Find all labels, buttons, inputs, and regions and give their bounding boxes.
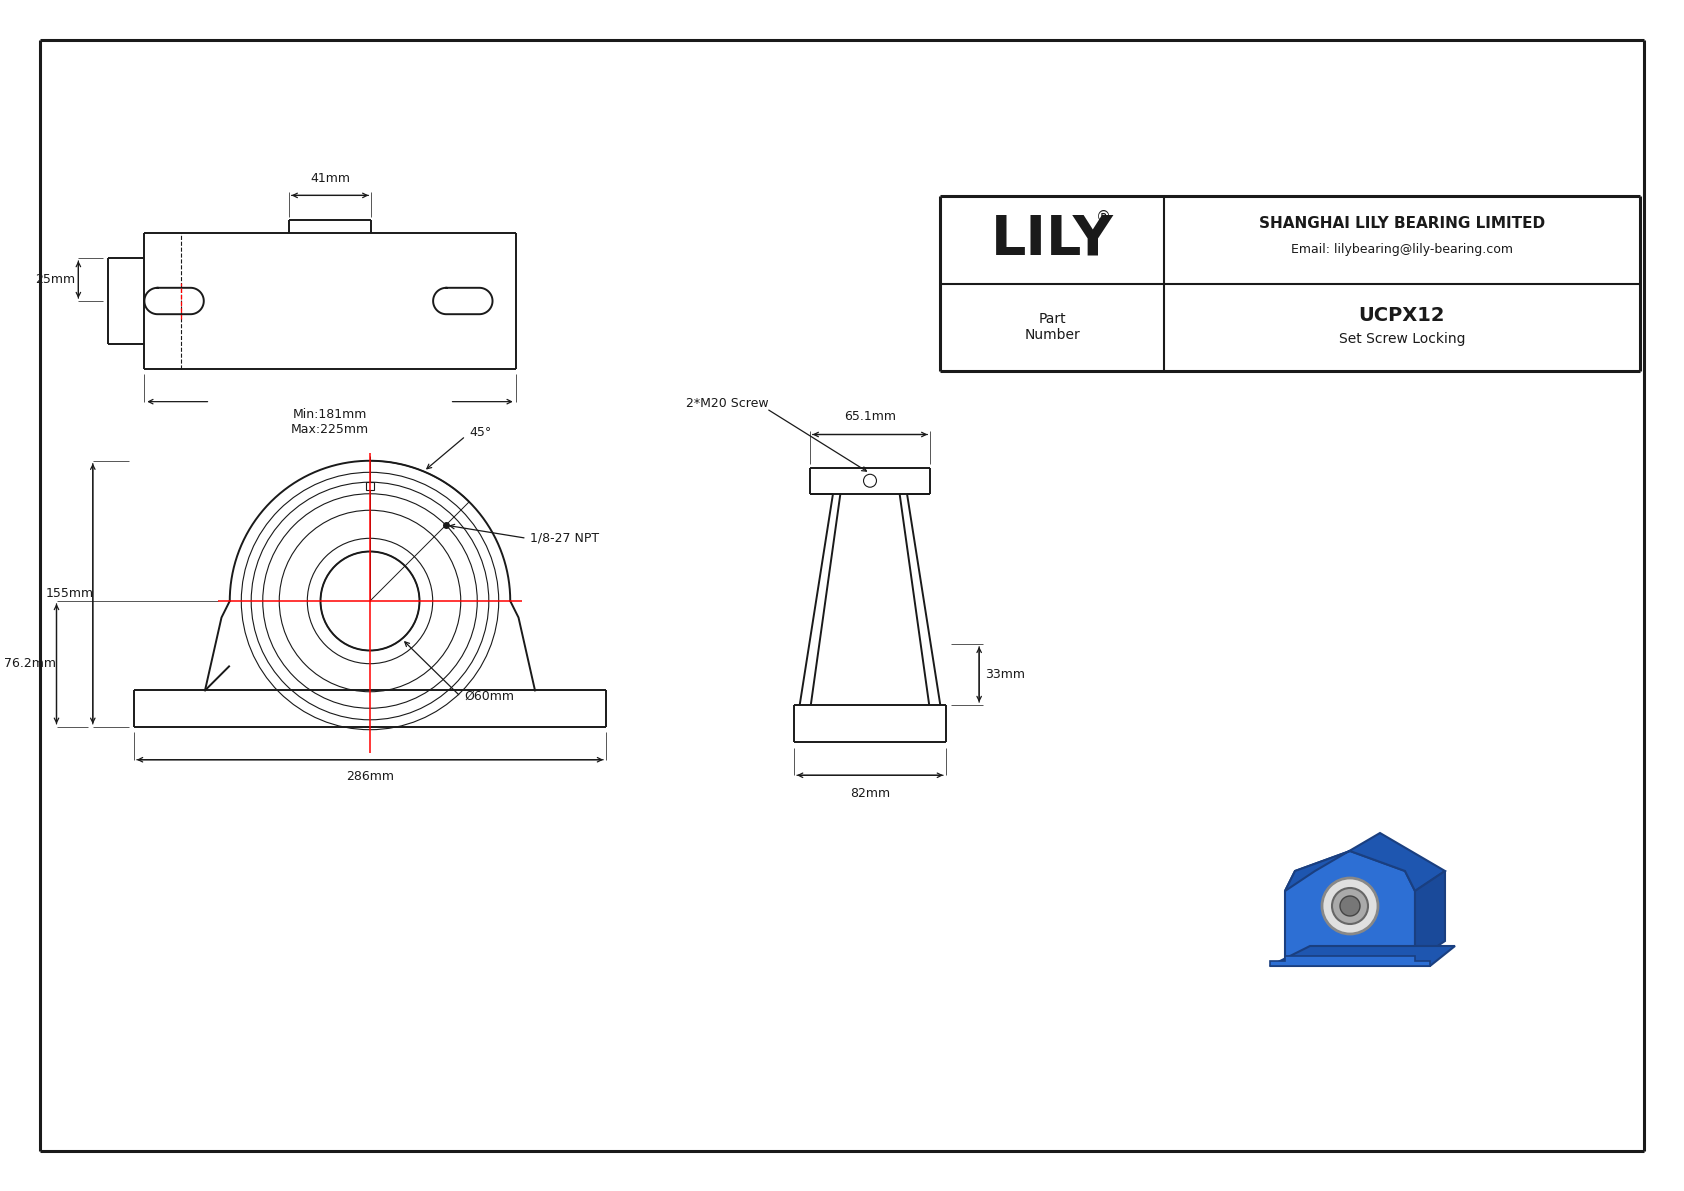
Text: 65.1mm: 65.1mm bbox=[844, 410, 896, 423]
Text: 41mm: 41mm bbox=[310, 173, 350, 186]
Text: Min:181mm: Min:181mm bbox=[293, 409, 367, 422]
Text: LILY: LILY bbox=[990, 213, 1113, 267]
Text: 76.2mm: 76.2mm bbox=[3, 657, 56, 671]
Polygon shape bbox=[1270, 946, 1455, 966]
Text: SHANGHAI LILY BEARING LIMITED: SHANGHAI LILY BEARING LIMITED bbox=[1260, 217, 1544, 231]
Text: 82mm: 82mm bbox=[850, 787, 891, 800]
Text: UCPX12: UCPX12 bbox=[1359, 306, 1445, 325]
Text: Part
Number: Part Number bbox=[1024, 312, 1079, 342]
Text: Max:225mm: Max:225mm bbox=[291, 423, 369, 436]
Text: 286mm: 286mm bbox=[345, 769, 394, 782]
Polygon shape bbox=[1285, 833, 1445, 891]
Circle shape bbox=[1340, 896, 1361, 916]
Text: Ø60mm: Ø60mm bbox=[465, 691, 514, 703]
Text: Email: lilybearing@lily-bearing.com: Email: lilybearing@lily-bearing.com bbox=[1292, 243, 1512, 256]
Circle shape bbox=[864, 474, 876, 487]
Text: 155mm: 155mm bbox=[45, 587, 94, 600]
Circle shape bbox=[1332, 888, 1367, 924]
Bar bbox=[365, 482, 374, 491]
Polygon shape bbox=[1270, 956, 1430, 966]
Text: 2*M20 Screw: 2*M20 Screw bbox=[685, 397, 768, 410]
Polygon shape bbox=[1415, 871, 1445, 961]
Text: Set Screw Locking: Set Screw Locking bbox=[1339, 332, 1465, 347]
Text: 45°: 45° bbox=[470, 426, 492, 439]
Polygon shape bbox=[1285, 852, 1415, 961]
Text: 25mm: 25mm bbox=[35, 273, 76, 286]
Text: 33mm: 33mm bbox=[985, 668, 1026, 681]
Circle shape bbox=[1322, 878, 1378, 934]
Text: ®: ® bbox=[1096, 211, 1111, 225]
Text: 1/8-27 NPT: 1/8-27 NPT bbox=[530, 532, 600, 544]
